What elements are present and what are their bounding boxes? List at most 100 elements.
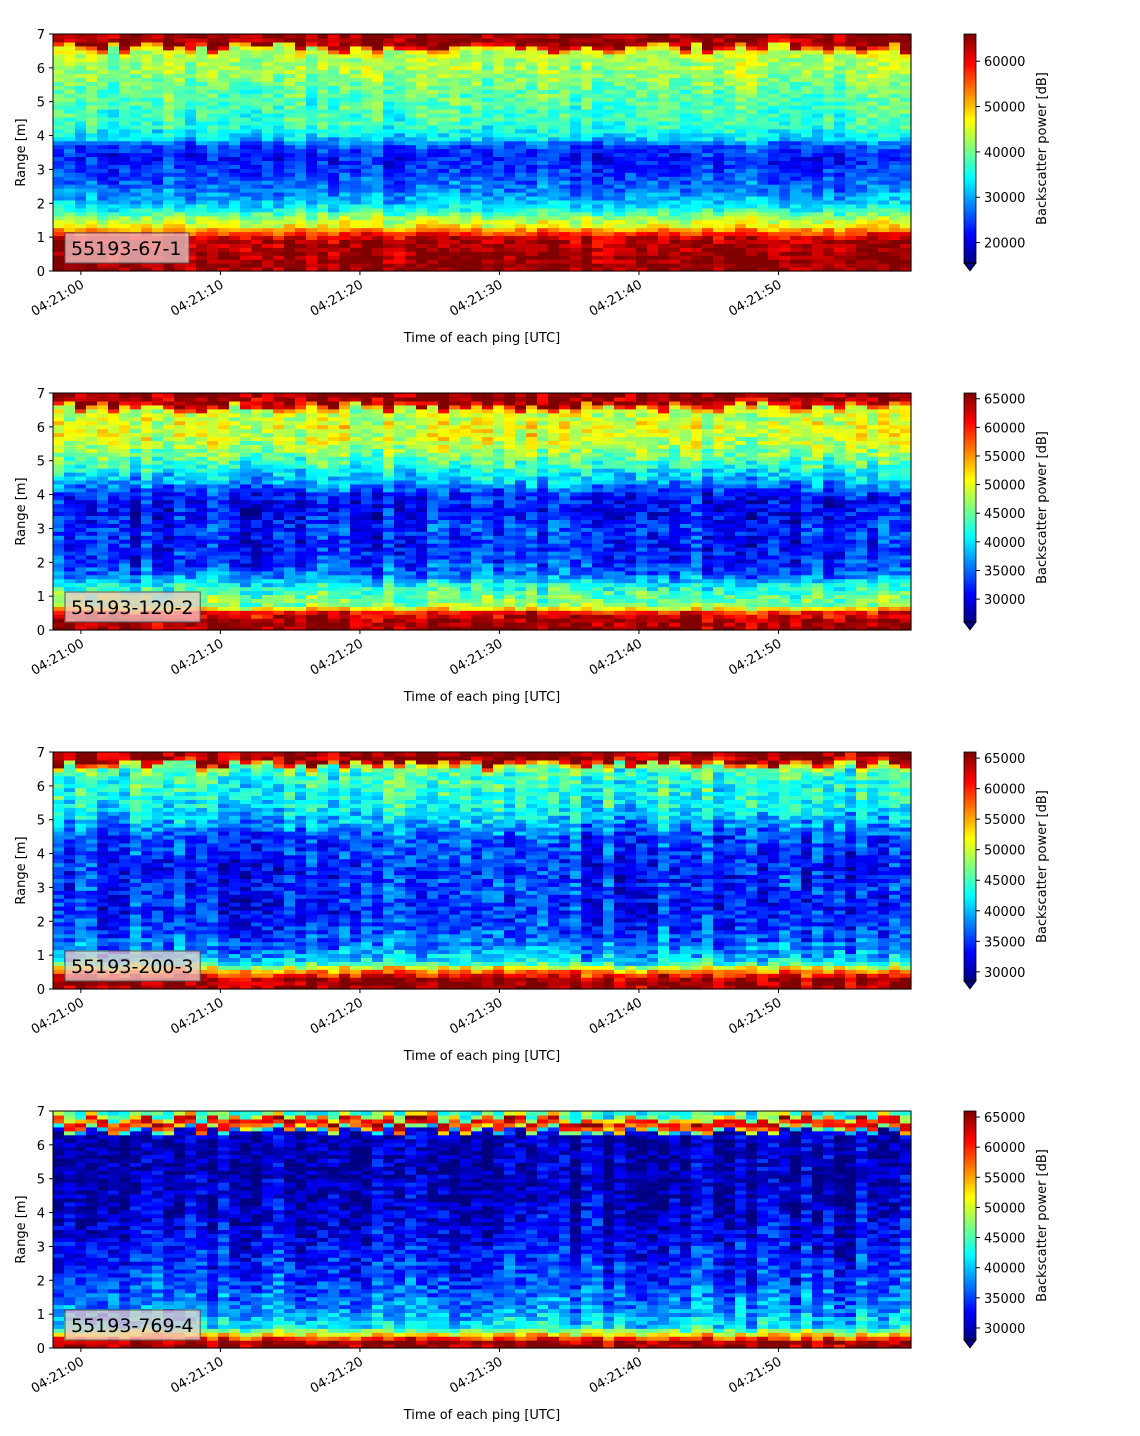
heatmap-cell: [691, 37, 703, 43]
heatmap-cell: [889, 144, 901, 150]
heatmap-cell: [64, 586, 76, 592]
heatmap-cell: [163, 132, 175, 138]
heatmap-cell: [240, 34, 252, 39]
heatmap-cell: [295, 97, 307, 102]
heatmap-cell: [471, 37, 483, 43]
heatmap-cell: [240, 207, 252, 213]
heatmap-cell: [691, 227, 703, 233]
heatmap-cell: [581, 49, 593, 55]
heatmap-cell: [581, 73, 593, 79]
heatmap-cell: [702, 160, 714, 165]
heatmap-cell: [383, 247, 395, 252]
heatmap-cell: [603, 263, 615, 268]
heatmap-cell: [416, 231, 428, 237]
heatmap-cell: [515, 219, 527, 225]
heatmap-cell: [328, 211, 340, 217]
heatmap-cell: [867, 211, 879, 217]
heatmap-cell: [240, 61, 252, 67]
heatmap-cell: [64, 109, 76, 114]
heatmap-cell: [339, 203, 351, 209]
heatmap-cell: [790, 120, 802, 126]
heatmap-cell: [141, 160, 153, 165]
heatmap-cell: [625, 101, 637, 106]
heatmap-cell: [482, 215, 494, 221]
heatmap-cell: [735, 251, 747, 256]
heatmap-cell: [603, 109, 615, 114]
heatmap-cell: [757, 243, 769, 248]
heatmap-cell: [262, 97, 274, 102]
heatmap-cell: [658, 69, 670, 75]
heatmap-cell: [317, 105, 329, 110]
heatmap-cell: [757, 215, 769, 221]
heatmap-cell: [537, 223, 549, 229]
heatmap-cell: [581, 235, 593, 240]
heatmap-cell: [658, 116, 670, 122]
heatmap-cell: [592, 34, 604, 39]
heatmap-cell: [218, 176, 230, 181]
heatmap-cell: [174, 172, 186, 177]
heatmap-cell: [460, 144, 472, 150]
heatmap-cell: [306, 34, 318, 39]
heatmap-cell: [218, 37, 230, 43]
heatmap-cell: [53, 255, 65, 260]
heatmap-cell: [691, 120, 703, 126]
heatmap-cell: [350, 243, 362, 248]
heatmap-cell: [328, 53, 340, 59]
heatmap-cell: [174, 188, 186, 193]
heatmap-cell: [625, 180, 637, 185]
heatmap-cell: [130, 176, 142, 181]
heatmap-cell: [471, 105, 483, 110]
heatmap-cell: [86, 49, 98, 55]
heatmap-cell: [229, 235, 241, 240]
heatmap-cell: [515, 148, 527, 154]
heatmap-cell: [438, 227, 450, 233]
heatmap-cell: [174, 192, 186, 197]
heatmap-cell: [152, 164, 164, 169]
heatmap-cell: [240, 120, 252, 126]
heatmap-cell: [53, 239, 65, 244]
heatmap-cell: [746, 207, 758, 213]
heatmap-cell: [724, 101, 736, 106]
heatmap-cell: [746, 132, 758, 138]
heatmap-cell: [196, 97, 208, 102]
heatmap-cell: [735, 113, 747, 118]
heatmap-cell: [196, 184, 208, 189]
heatmap-cell: [383, 255, 395, 260]
heatmap-cell: [812, 132, 824, 138]
heatmap-cell: [240, 267, 252, 272]
heatmap-cell: [196, 239, 208, 244]
heatmap-cell: [460, 69, 472, 75]
y-tick-label: 1: [37, 231, 45, 246]
heatmap-cell: [592, 124, 604, 130]
heatmap-cell: [449, 120, 461, 126]
heatmap-cell: [405, 69, 417, 75]
heatmap-cell: [625, 188, 637, 193]
heatmap-cell: [64, 507, 76, 513]
heatmap-cell: [504, 259, 516, 264]
heatmap-cell: [867, 235, 879, 240]
heatmap-cell: [570, 101, 582, 106]
heatmap-cell: [834, 152, 846, 158]
heatmap-cell: [108, 152, 120, 158]
heatmap-cell: [141, 65, 153, 71]
heatmap-cell: [460, 53, 472, 59]
heatmap-cell: [669, 207, 681, 213]
heatmap-cell: [394, 49, 406, 55]
heatmap-cell: [658, 105, 670, 110]
heatmap-cell: [185, 152, 197, 158]
heatmap-cell: [185, 203, 197, 209]
heatmap-cell: [97, 195, 109, 201]
heatmap-cell: [889, 215, 901, 221]
heatmap-cell: [339, 207, 351, 213]
heatmap-cell: [207, 195, 219, 201]
heatmap-cell: [801, 199, 813, 205]
heatmap-cell: [515, 199, 527, 205]
heatmap-cell: [53, 231, 65, 237]
heatmap-cell: [53, 618, 65, 623]
heatmap-cell: [53, 622, 65, 627]
heatmap-cell: [108, 81, 120, 86]
heatmap-cell: [339, 188, 351, 193]
heatmap-cell: [504, 124, 516, 130]
heatmap-cell: [713, 57, 725, 63]
heatmap-cell: [680, 45, 692, 51]
